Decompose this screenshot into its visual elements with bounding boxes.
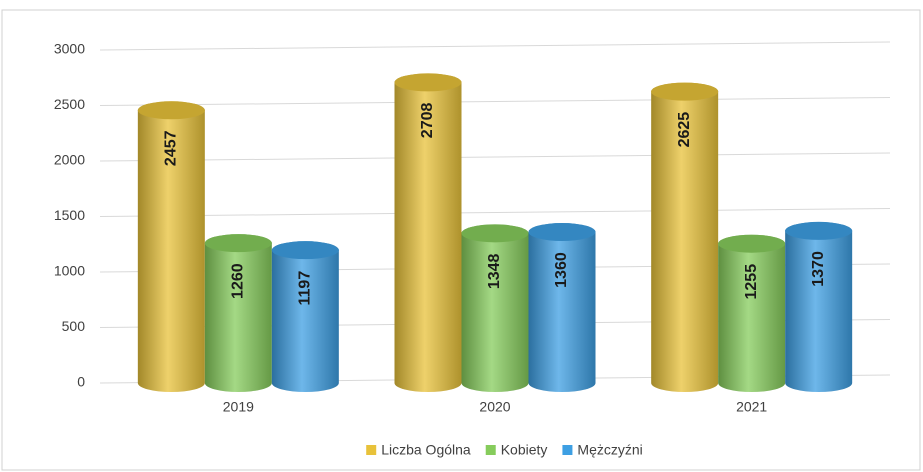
legend-label: Kobiety <box>501 442 548 458</box>
cylinder-top <box>271 241 339 260</box>
cylinder <box>204 234 272 392</box>
cylinder <box>271 241 339 392</box>
grid-line <box>99 152 891 162</box>
grid-line <box>99 41 891 51</box>
legend-label: Mężczyźni <box>577 442 642 458</box>
grid-line <box>99 97 891 106</box>
cylinder-top <box>785 221 853 240</box>
value-label: 2625 <box>676 112 693 148</box>
value-label: 1197 <box>297 271 314 306</box>
value-label: 1360 <box>553 252 570 288</box>
legend-swatch <box>485 445 496 455</box>
x-tick-label: 2020 <box>479 399 510 415</box>
value-label: 2457 <box>163 130 180 166</box>
cylinder-top <box>137 101 205 120</box>
cylinder-top <box>461 224 529 243</box>
cylinder-top <box>718 234 786 253</box>
cylinder <box>651 82 719 392</box>
cylinder <box>785 221 853 392</box>
cylinder-top <box>651 82 719 101</box>
cylinder <box>461 224 529 392</box>
cylinder <box>394 73 462 393</box>
cylinder-top <box>394 73 462 92</box>
legend-label: Liczba Ogólna <box>381 442 471 458</box>
x-tick-label: 2019 <box>223 399 254 415</box>
value-label: 2708 <box>419 103 436 139</box>
y-tick-label: 2000 <box>54 152 85 168</box>
y-tick-label: 0 <box>77 374 85 390</box>
y-tick-label: 2500 <box>54 96 85 112</box>
value-label: 1370 <box>810 251 827 287</box>
y-tick-label: 500 <box>62 318 86 334</box>
value-label: 1255 <box>743 264 760 300</box>
cylinder <box>718 234 786 392</box>
cylinder <box>528 223 596 392</box>
x-tick-label: 2021 <box>736 399 767 415</box>
y-tick-label: 3000 <box>54 41 85 57</box>
cylinder-top <box>528 223 596 242</box>
legend-swatch <box>366 445 377 455</box>
cylinder <box>137 101 205 392</box>
legend-swatch <box>562 445 573 455</box>
grid-line <box>99 208 891 217</box>
cylinder-top <box>204 234 272 253</box>
value-label: 1348 <box>486 253 503 289</box>
value-label: 1260 <box>230 263 247 299</box>
y-tick-label: 1500 <box>54 207 85 223</box>
y-tick-label: 1000 <box>54 263 85 279</box>
